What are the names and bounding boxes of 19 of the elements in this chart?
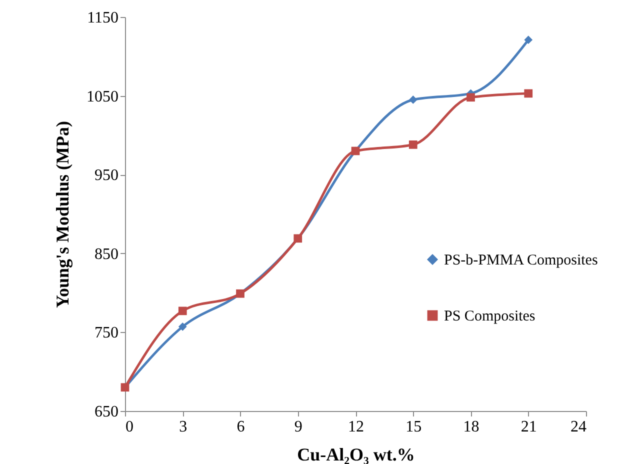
legend-label: PS-b-PMMA Composites: [444, 252, 598, 268]
legend-label: PS Composites: [444, 308, 536, 324]
y-tick-label: 650: [94, 404, 118, 420]
x-tick-label: 12: [348, 418, 364, 436]
x-tick-label: 0: [126, 418, 134, 436]
y-tick-label: 950: [94, 167, 118, 184]
x-tick-label: 21: [520, 418, 537, 436]
x-axis-title: Cu-Al₂O₃ wt.%: [297, 444, 415, 464]
x-tick-label: 9: [294, 418, 302, 436]
x-tick-label: 6: [236, 418, 245, 436]
x-tick-label: 24: [570, 418, 586, 436]
y-tick-label: 850: [94, 246, 118, 263]
x-tick-label: 18: [463, 418, 480, 436]
y-axis-title: Young's Modulus (MPa): [52, 120, 72, 308]
x-tick-label: 15: [406, 418, 422, 436]
y-tick-label: 750: [94, 324, 118, 342]
x-tick-label: 3: [179, 418, 188, 436]
y-tick-label: 1050: [86, 88, 118, 106]
y-tick-label: 1150: [87, 10, 118, 26]
